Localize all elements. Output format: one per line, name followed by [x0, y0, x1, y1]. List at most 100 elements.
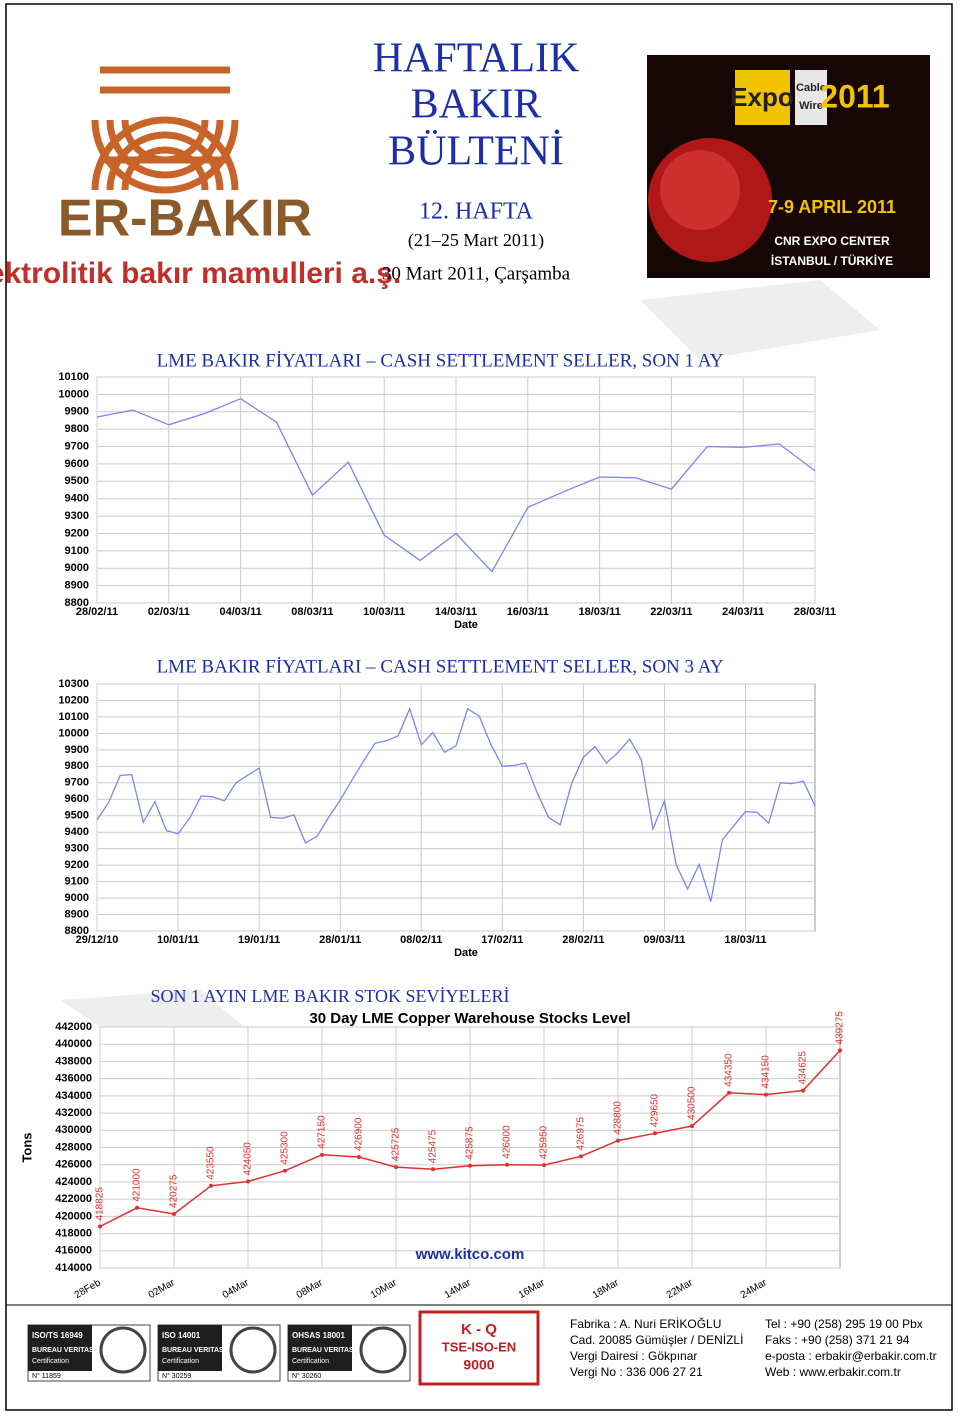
- y-tick-label: 9200: [65, 527, 89, 539]
- point: [98, 1224, 102, 1229]
- cert-seal: [99, 1326, 147, 1374]
- x-tick-label: 08/03/11: [291, 606, 333, 618]
- point: [172, 1211, 176, 1216]
- x-tick-label: 04/03/11: [219, 606, 261, 618]
- address-line: Cad. 20085 Gümüşler / DENİZLİ: [570, 1333, 743, 1347]
- point: [246, 1179, 250, 1184]
- expo-dates: 7-9 APRIL 2011: [768, 197, 896, 217]
- y-tick-label: 9500: [65, 810, 89, 822]
- y-axis-label: Tons: [19, 1132, 34, 1162]
- point: [838, 1048, 842, 1053]
- contact-line: e-posta : erbakir@erbakir.com.tr: [765, 1349, 937, 1363]
- cert-standard: OHSAS 18001: [292, 1331, 345, 1340]
- chart-title: LME BAKIR FİYATLARI – CASH SETTLEMENT SE…: [157, 350, 724, 371]
- x-axis-label: Date: [454, 947, 478, 959]
- x-tick-label: 02/03/11: [148, 606, 190, 618]
- price-line: [96, 706, 816, 902]
- x-tick-label: 22/03/11: [650, 606, 692, 618]
- expo-city: İSTANBUL / TÜRKİYE: [771, 253, 893, 268]
- point: [283, 1168, 287, 1173]
- chart-title: SON 1 AYIN LME BAKIR STOK SEVİYELERİ: [150, 986, 509, 1006]
- address-line: Fabrika : A. Nuri ERİKOĞLU: [570, 1316, 721, 1331]
- point: [394, 1165, 398, 1170]
- y-tick-label: 414000: [55, 1262, 92, 1274]
- source: www.kitco.com: [415, 1246, 525, 1263]
- title-line: BÜLTENİ: [388, 129, 564, 175]
- plot-area: [96, 683, 816, 932]
- expo-brand: Expo: [730, 82, 794, 112]
- y-tick-label: 10100: [58, 371, 89, 383]
- y-tick-label: 8800: [65, 597, 89, 609]
- point: [505, 1162, 509, 1167]
- point: [579, 1154, 583, 1159]
- chart-subtitle: 30 Day LME Copper Warehouse Stocks Level: [309, 1010, 630, 1027]
- x-tick-label: 28/02/11: [76, 606, 118, 618]
- cert-seal: [229, 1326, 277, 1374]
- expo-sub: Wire: [799, 100, 823, 112]
- y-tick-label: 10200: [58, 694, 89, 706]
- x-tick-label: 24Mar: [739, 1277, 770, 1301]
- data-label: 426900: [354, 1117, 365, 1151]
- cert-number: N° 11859: [32, 1372, 61, 1380]
- y-tick-label: 10000: [58, 727, 89, 739]
- date: 30 Mart 2011, Çarşamba: [382, 263, 571, 284]
- y-tick-label: 9900: [65, 744, 89, 756]
- cert-label: Certification: [32, 1358, 69, 1365]
- y-tick-label: 434000: [55, 1090, 92, 1102]
- y-tick-label: 8900: [65, 580, 89, 592]
- header: HAFTALIK BAKIR BÜLTENİ 12. HAFTA (21–25 …: [373, 36, 580, 285]
- data-label: 425875: [465, 1126, 476, 1160]
- cert-seal: [359, 1326, 407, 1374]
- data-label: 426000: [502, 1125, 513, 1159]
- chart-title: LME BAKIR FİYATLARI – CASH SETTLEMENT SE…: [157, 656, 724, 677]
- x-tick-label: 04Mar: [221, 1277, 252, 1301]
- logo: ER-BAKIR elektrolitik bakır mamulleri a.…: [0, 66, 401, 290]
- expo-sub: Cable: [796, 82, 826, 94]
- address-line: Vergi No : 336 006 27 21: [570, 1365, 703, 1379]
- x-tick-label: 28/02/11: [562, 934, 604, 946]
- x-tick-label: 28/01/11: [319, 934, 361, 946]
- cert-body: BUREAU VERITAS: [32, 1347, 94, 1354]
- y-tick-label: 424000: [55, 1176, 92, 1188]
- y-tick-label: 416000: [55, 1245, 92, 1257]
- title-line: BAKIR: [411, 82, 542, 128]
- y-tick-label: 9700: [65, 440, 89, 452]
- point: [135, 1205, 139, 1210]
- logo-name: ER-BAKIR: [58, 190, 312, 248]
- contact-line: Faks : +90 (258) 371 21 94: [765, 1333, 910, 1347]
- data-label: 430500: [687, 1086, 698, 1120]
- x-tick-label: 17/02/11: [481, 934, 523, 946]
- x-tick-label: 08Mar: [295, 1277, 326, 1301]
- y-tick-label: 9400: [65, 493, 89, 505]
- footer: K - Q TSE-ISO-EN 9000 ISO/TS 16949 BUREAU…: [27, 1310, 937, 1386]
- logo-tagline: elektrolitik bakır mamulleri a.ş.: [0, 257, 401, 290]
- cert-band: [288, 1325, 352, 1371]
- x-tick-label: 18/03/11: [578, 606, 620, 618]
- title-line: HAFTALIK: [373, 36, 580, 82]
- kq: 9000: [463, 1357, 494, 1373]
- cert-standard: ISO/TS 16949: [32, 1331, 83, 1340]
- data-label: 439275: [835, 1011, 846, 1045]
- x-tick-label: 10Mar: [369, 1277, 400, 1301]
- kq: TSE-ISO-EN: [442, 1339, 516, 1354]
- x-tick-label: 14/03/11: [435, 606, 477, 618]
- kq: K - Q: [461, 1321, 497, 1338]
- expo-banner: Expo Cable Wire 2011 7-9 APRIL 2011 CNR …: [647, 55, 930, 278]
- point: [727, 1090, 731, 1095]
- y-tick-label: 442000: [55, 1021, 92, 1033]
- x-tick-label: 14Mar: [443, 1277, 474, 1301]
- y-tick-label: 9800: [65, 760, 89, 772]
- x-axis-label: Date: [454, 619, 478, 631]
- y-tick-label: 9400: [65, 826, 89, 838]
- data-label: 418825: [95, 1187, 106, 1221]
- x-tick-label: 24/03/11: [722, 606, 764, 618]
- y-tick-label: 9200: [65, 859, 89, 871]
- point: [542, 1163, 546, 1168]
- cert-label: Certification: [162, 1358, 199, 1365]
- cert-number: N° 30259: [162, 1372, 191, 1380]
- point: [468, 1163, 472, 1168]
- expo-venue: CNR EXPO CENTER: [774, 234, 890, 248]
- price-line: [96, 397, 816, 573]
- y-tick-label: 9600: [65, 458, 89, 470]
